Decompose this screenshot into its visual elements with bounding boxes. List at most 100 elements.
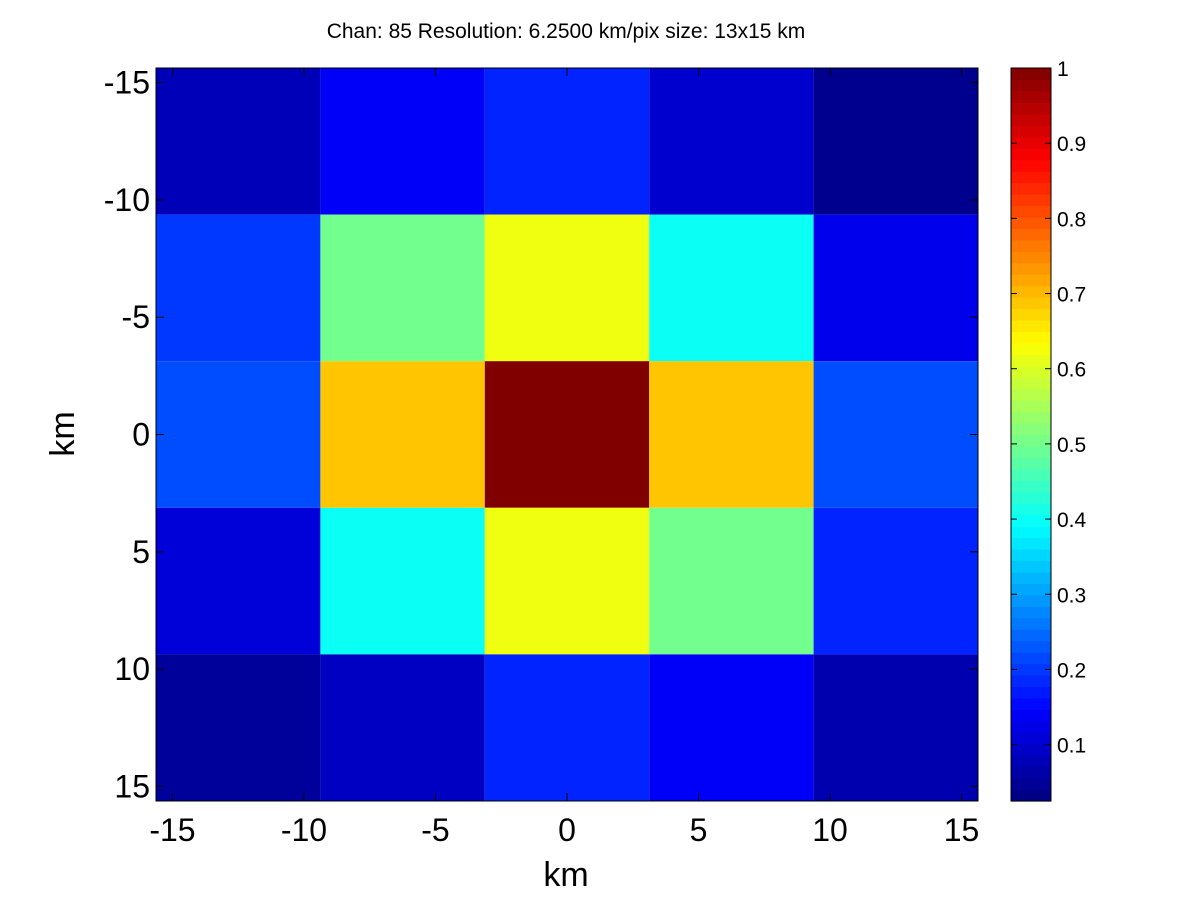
heatmap-cell-r0-c0 bbox=[156, 68, 321, 215]
colorbar-segment bbox=[1011, 491, 1051, 504]
colorbar-segment bbox=[1011, 480, 1051, 493]
x-tick-label: 15 bbox=[944, 812, 980, 848]
colorbar-segment bbox=[1011, 216, 1051, 229]
colorbar-segment bbox=[1011, 423, 1051, 436]
heatmap-cell-r3-c0 bbox=[156, 507, 321, 655]
colorbar-segment bbox=[1011, 778, 1051, 791]
x-tick-label: 0 bbox=[558, 812, 576, 848]
heatmap-cell-r3-c2 bbox=[484, 507, 650, 655]
colorbar-segment bbox=[1011, 755, 1051, 768]
heatmap-cell-r2-c1 bbox=[320, 361, 485, 508]
colorbar-tick-label: 1 bbox=[1057, 58, 1069, 81]
colorbar-tick-label: 0.9 bbox=[1057, 133, 1086, 156]
colorbar-segment bbox=[1011, 90, 1051, 103]
y-tick-label: 5 bbox=[132, 534, 150, 570]
colorbar-segment bbox=[1011, 537, 1051, 550]
colorbar-segment bbox=[1011, 697, 1051, 710]
heatmap-cell-r4-c0 bbox=[156, 654, 321, 801]
colorbar: 0.1 0.2 0.3 0.4 0.5 0.6 0.7 0.8 0.9 1 bbox=[1010, 58, 1087, 802]
colorbar-segment bbox=[1011, 411, 1051, 424]
heatmap-cell-r2-c0 bbox=[156, 361, 321, 508]
colorbar-tick-label: 0.1 bbox=[1057, 735, 1086, 758]
colorbar-segment bbox=[1011, 377, 1051, 390]
heatmap-cell-r1-c1 bbox=[320, 214, 485, 362]
colorbar-segment bbox=[1011, 102, 1051, 115]
colorbar-segment bbox=[1011, 629, 1051, 642]
colorbar-segment bbox=[1011, 308, 1051, 321]
colorbar-segment bbox=[1011, 251, 1051, 264]
colorbar-segment bbox=[1011, 617, 1051, 630]
colorbar-segment bbox=[1011, 113, 1051, 126]
x-tick-label: -10 bbox=[281, 812, 327, 848]
colorbar-segment bbox=[1011, 503, 1051, 516]
heatmap-cell-r4-c1 bbox=[320, 654, 485, 801]
colorbar-segment bbox=[1011, 663, 1051, 676]
y-tick-label: 10 bbox=[114, 651, 150, 687]
heatmap-cell-r2-c2 bbox=[484, 361, 650, 508]
colorbar-segment bbox=[1011, 297, 1051, 310]
colorbar-segment bbox=[1011, 583, 1051, 596]
colorbar-segment bbox=[1011, 274, 1051, 287]
heatmap-cells bbox=[156, 68, 978, 801]
heatmap-cell-r4-c2 bbox=[484, 654, 650, 801]
heatmap-cell-r0-c1 bbox=[320, 68, 485, 215]
y-tick-label: -10 bbox=[104, 182, 150, 218]
colorbar-segment bbox=[1011, 526, 1051, 539]
x-tick-label: -15 bbox=[149, 812, 195, 848]
heatmap-cell-r3-c3 bbox=[649, 507, 814, 655]
y-axis-label: km bbox=[44, 411, 82, 456]
colorbar-segment bbox=[1011, 789, 1051, 802]
colorbar-segment bbox=[1011, 193, 1051, 207]
colorbar-tick-label: 0.3 bbox=[1057, 584, 1086, 607]
heatmap-cell-r3-c1 bbox=[320, 507, 485, 655]
colorbar-segment bbox=[1011, 125, 1051, 138]
heatmap-cell-r1-c2 bbox=[484, 214, 650, 362]
colorbar-segment bbox=[1011, 365, 1051, 378]
heatmap-cell-r0-c3 bbox=[649, 68, 814, 215]
x-tick-label: -5 bbox=[421, 812, 449, 848]
heatmap-cell-r4-c4 bbox=[813, 654, 978, 801]
colorbar-segment bbox=[1011, 457, 1051, 470]
heatmap-cell-r1-c3 bbox=[649, 214, 814, 362]
colorbar-segment bbox=[1011, 549, 1051, 562]
y-tick-label: -15 bbox=[104, 65, 150, 101]
colorbar-tick-label: 0.8 bbox=[1057, 208, 1086, 231]
heatmap-cell-r1-c4 bbox=[813, 214, 978, 362]
colorbar-tick-label: 0.4 bbox=[1057, 509, 1087, 532]
colorbar-tick-label: 0.7 bbox=[1057, 284, 1086, 307]
colorbar-segment bbox=[1011, 766, 1051, 779]
colorbar-segment bbox=[1011, 743, 1051, 756]
colorbar-segment bbox=[1011, 68, 1051, 81]
heatmap-cell-r2-c3 bbox=[649, 361, 814, 508]
chart-title: Chan: 85 Resolution: 6.2500 km/pix size:… bbox=[327, 20, 806, 43]
colorbar-segment bbox=[1011, 159, 1051, 172]
colorbar-segment bbox=[1011, 136, 1051, 149]
heatmap-cell-r4-c3 bbox=[649, 654, 814, 801]
colorbar-tick-label: 0.6 bbox=[1057, 359, 1086, 382]
colorbar-segment bbox=[1011, 571, 1051, 584]
heatmap-cell-r2-c4 bbox=[813, 361, 978, 508]
colorbar-border bbox=[1010, 67, 1052, 802]
colorbar-segment bbox=[1011, 709, 1051, 722]
heatmap-cell-r0-c4 bbox=[813, 68, 978, 215]
colorbar-tick-label: 0.5 bbox=[1057, 434, 1086, 457]
heatmap-cell-r0-c2 bbox=[484, 68, 650, 215]
colorbar-segment bbox=[1011, 732, 1051, 745]
colorbar-segment bbox=[1011, 388, 1051, 401]
y-tick-label: 15 bbox=[114, 768, 150, 804]
colorbar-segment bbox=[1011, 79, 1051, 92]
x-axis-ticks: -15 -10 -5 0 5 10 15 bbox=[149, 68, 979, 848]
colorbar-segment bbox=[1011, 445, 1051, 459]
colorbar-segment bbox=[1011, 606, 1051, 619]
colorbar-segment bbox=[1011, 171, 1051, 184]
colorbar-segment bbox=[1011, 262, 1051, 275]
colorbar-segment bbox=[1011, 675, 1051, 688]
colorbar-segment bbox=[1011, 686, 1051, 699]
colorbar-segment bbox=[1011, 560, 1051, 573]
x-tick-label: 5 bbox=[690, 812, 708, 848]
colorbar-segment bbox=[1011, 400, 1051, 413]
colorbar-segment bbox=[1011, 331, 1051, 344]
colorbar-segment bbox=[1011, 285, 1051, 298]
